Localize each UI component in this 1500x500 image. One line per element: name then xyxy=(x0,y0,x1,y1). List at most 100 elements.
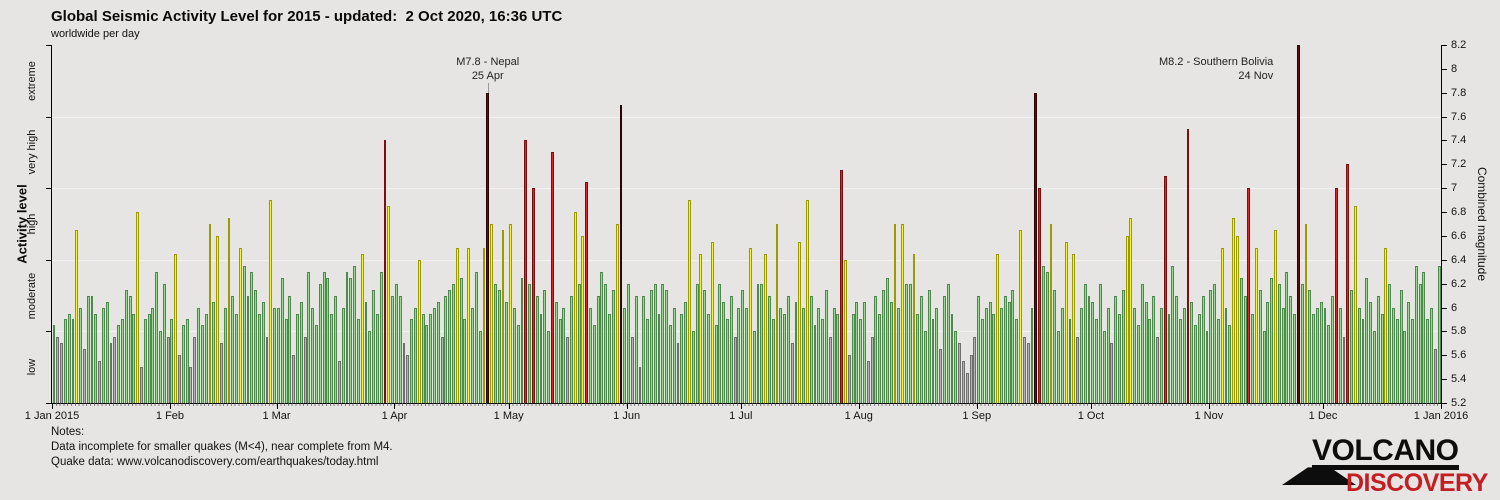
bar-day-176 xyxy=(718,283,722,403)
bar-day-160 xyxy=(657,313,661,403)
gridline xyxy=(52,116,1441,118)
bar-day-45 xyxy=(219,343,223,403)
bar-day-324 xyxy=(1281,307,1285,403)
bar-day-310 xyxy=(1228,325,1232,403)
bar-day-24 xyxy=(140,367,143,403)
bar-day-31 xyxy=(166,337,170,403)
bar-day-179 xyxy=(729,295,733,403)
bar-day-147 xyxy=(608,313,611,403)
month-tick-label: 1 May xyxy=(493,410,524,422)
activity-band-label: low xyxy=(26,358,38,376)
bar-day-175 xyxy=(714,325,718,403)
bar-day-116 xyxy=(490,224,494,403)
bar-day-50 xyxy=(238,247,242,403)
bar-day-89 xyxy=(387,206,391,403)
bar-day-88 xyxy=(383,140,387,403)
bar-day-3 xyxy=(60,343,63,403)
left-axis-tick xyxy=(46,116,51,118)
bar-day-302 xyxy=(1197,313,1201,403)
bar-day-107 xyxy=(455,247,459,403)
bar-day-60 xyxy=(277,307,280,403)
bar-day-208 xyxy=(840,170,844,403)
bar-day-311 xyxy=(1232,218,1236,403)
bar-day-39 xyxy=(197,307,200,403)
bar-day-138 xyxy=(573,212,577,403)
bar-day-22 xyxy=(132,313,136,403)
bar-day-205 xyxy=(828,337,832,403)
chart-title: Global Seismic Activity Level for 2015 -… xyxy=(51,8,563,25)
annotation-date: 24 Nov xyxy=(1238,70,1274,82)
right-axis-tick xyxy=(1441,45,1447,46)
bar-day-102 xyxy=(436,301,440,403)
bar-day-121 xyxy=(509,224,513,403)
bar-day-254 xyxy=(1015,319,1019,403)
bar-day-46 xyxy=(223,307,227,403)
bar-day-151 xyxy=(623,307,627,403)
left-axis-tick xyxy=(46,45,51,46)
bar-day-80 xyxy=(353,265,357,403)
bar-day-149 xyxy=(615,224,619,403)
bar-day-344 xyxy=(1357,307,1361,403)
bar-day-99 xyxy=(425,325,429,403)
bar-day-126 xyxy=(528,283,532,403)
bar-day-56 xyxy=(261,301,265,403)
right-axis-tick-label: 8 xyxy=(1451,62,1458,75)
bar-day-35 xyxy=(181,325,185,403)
bar-day-328 xyxy=(1296,45,1300,403)
bar-day-267 xyxy=(1064,241,1068,403)
bar-day-222 xyxy=(893,224,897,403)
bar-day-144 xyxy=(596,295,600,403)
bar-day-257 xyxy=(1026,343,1030,403)
bar-day-339 xyxy=(1338,307,1342,403)
notes-block: Notes: Data incomplete for smaller quake… xyxy=(51,425,393,470)
bar-day-294 xyxy=(1167,313,1171,403)
bar-day-84 xyxy=(368,331,372,403)
month-tick-label: 1 Aug xyxy=(844,410,873,422)
bar-day-143 xyxy=(592,325,596,403)
bar-day-85 xyxy=(372,289,376,403)
bar-day-248 xyxy=(992,313,996,403)
right-axis-tick xyxy=(1441,188,1447,190)
bar-day-342 xyxy=(1350,289,1354,403)
bar-day-303 xyxy=(1201,295,1205,403)
bar-day-265 xyxy=(1057,331,1061,403)
bar-day-128 xyxy=(535,295,539,403)
bar-day-129 xyxy=(539,313,543,403)
annotation-event: M7.8 - Nepal xyxy=(456,56,520,68)
bar-day-30 xyxy=(162,283,166,403)
bar-day-62 xyxy=(284,319,288,403)
bar-day-118 xyxy=(497,289,501,403)
bar-day-298 xyxy=(1182,307,1186,403)
bar-day-255 xyxy=(1019,229,1022,403)
bar-day-170 xyxy=(695,283,699,403)
bar-day-221 xyxy=(889,301,893,403)
bar-day-122 xyxy=(512,307,516,403)
bar-day-312 xyxy=(1236,235,1239,403)
bar-day-58 xyxy=(269,200,273,403)
month-tick-label: 1 Dec xyxy=(1308,410,1338,422)
bar-day-304 xyxy=(1205,331,1209,403)
bar-day-150 xyxy=(619,104,623,403)
bar-day-21 xyxy=(128,295,132,403)
bar-day-161 xyxy=(661,283,665,403)
month-tick xyxy=(976,403,978,409)
bar-day-203 xyxy=(821,319,825,403)
bar-day-19 xyxy=(120,319,124,403)
bar-day-212 xyxy=(855,301,859,403)
bar-day-297 xyxy=(1178,319,1182,403)
bar-day-363 xyxy=(1430,307,1433,403)
bar-day-47 xyxy=(227,218,231,403)
bar-day-136 xyxy=(566,337,570,403)
activity-band-label: extreme xyxy=(26,60,38,101)
month-tick xyxy=(169,403,171,409)
right-axis-tick xyxy=(1441,403,1447,404)
bar-day-49 xyxy=(235,313,239,403)
logo-text-volcano: VOLCANO xyxy=(1312,436,1459,470)
bar-day-289 xyxy=(1148,319,1152,403)
bar-day-333 xyxy=(1315,307,1319,403)
bar-day-268 xyxy=(1068,319,1072,403)
bar-day-132 xyxy=(551,152,554,403)
bar-day-82 xyxy=(360,253,364,403)
bar-day-13 xyxy=(98,361,102,403)
